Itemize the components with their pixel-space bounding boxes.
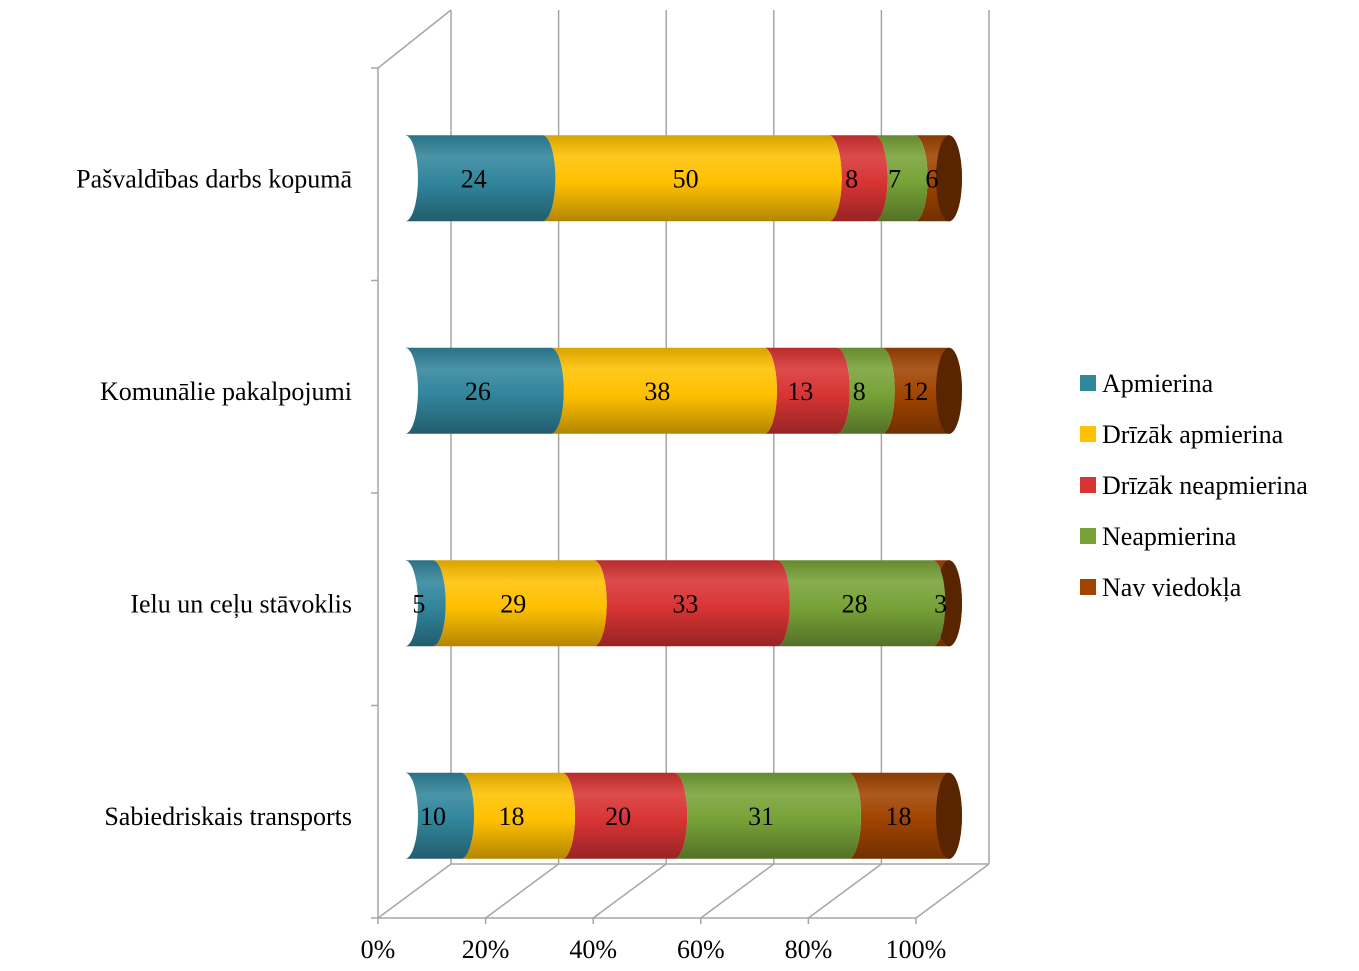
data-label: 8 <box>845 164 858 193</box>
legend-label: Nav viedokļa <box>1102 573 1242 602</box>
floor-gridline <box>807 863 882 919</box>
bar-segment <box>432 560 607 647</box>
data-label: 7 <box>888 164 901 193</box>
category-label: Pašvaldības darbs kopumā <box>76 164 352 193</box>
bar-body <box>836 347 895 434</box>
legend-label: Apmierina <box>1102 369 1214 398</box>
floor-gridline <box>915 863 990 919</box>
data-label: 26 <box>465 377 491 406</box>
bar-segment <box>405 347 564 434</box>
bar-segment <box>562 772 688 859</box>
bar-body <box>542 135 842 222</box>
bar-segment <box>914 135 962 222</box>
data-label: 31 <box>748 802 774 831</box>
data-label: 29 <box>500 589 526 618</box>
bar-segment <box>881 347 962 434</box>
bar-segment <box>776 560 946 647</box>
floor-gridline <box>377 863 452 919</box>
bar-end-cap <box>936 135 962 222</box>
data-label: 8 <box>853 377 866 406</box>
category-label: Sabiedriskais transports <box>104 802 352 831</box>
data-label: 38 <box>644 377 670 406</box>
bar-body <box>593 560 790 647</box>
bar-body <box>763 347 850 434</box>
data-label: 12 <box>902 377 928 406</box>
data-label: 3 <box>934 589 947 618</box>
floor-gridline <box>592 863 667 919</box>
bar-body <box>874 135 928 222</box>
legend-label: Drīzāk apmierina <box>1102 420 1284 449</box>
x-tick-label: 40% <box>569 935 617 964</box>
bar-body <box>550 347 777 434</box>
bar-segment <box>836 347 895 434</box>
legend-swatch <box>1080 579 1096 595</box>
data-label: 18 <box>499 802 525 831</box>
data-label: 33 <box>672 589 698 618</box>
bar-body <box>432 560 607 647</box>
bar-segment <box>674 772 862 859</box>
floor-gridline <box>700 863 775 919</box>
bar-segment <box>763 347 850 434</box>
legend-label: Neapmierina <box>1102 522 1237 551</box>
x-tick-label: 100% <box>886 935 947 964</box>
bar-segment <box>542 135 842 222</box>
bar-body <box>776 560 946 647</box>
bar-body <box>405 560 446 647</box>
x-tick-label: 20% <box>462 935 510 964</box>
bar-segment <box>405 135 556 222</box>
legend-swatch <box>1080 426 1096 442</box>
bar-body <box>461 772 576 859</box>
data-label: 5 <box>412 589 425 618</box>
data-label: 6 <box>925 164 938 193</box>
floor-gridline <box>485 863 560 919</box>
x-tick-label: 60% <box>677 935 725 964</box>
data-label: 50 <box>673 164 699 193</box>
bar-body <box>405 135 556 222</box>
bar-body <box>848 772 962 859</box>
bars <box>405 135 962 859</box>
category-label: Komunālie pakalpojumi <box>100 377 352 406</box>
legend: Apmierina Drīzāk apmierina Drīzāk neapmier… <box>1080 369 1308 602</box>
legend-swatch <box>1080 375 1096 391</box>
bar-body <box>674 772 862 859</box>
left-wall-top-edge <box>377 9 452 69</box>
data-label: 28 <box>842 589 868 618</box>
bar-end-cap <box>936 347 962 434</box>
bar-body <box>562 772 688 859</box>
bar-segment <box>405 560 446 647</box>
bar-segment <box>461 772 576 859</box>
bar-end-cap <box>936 772 962 859</box>
data-label: 24 <box>461 164 487 193</box>
category-labels: Pašvaldības darbs kopumā Komunālie pakalp… <box>76 164 352 831</box>
bar-segment <box>405 772 475 859</box>
bar-segment <box>828 135 888 222</box>
data-label: 18 <box>886 802 912 831</box>
bar-body <box>405 772 475 859</box>
bar-body <box>405 347 564 434</box>
bar-segment <box>550 347 777 434</box>
data-label: 13 <box>787 377 813 406</box>
legend-swatch <box>1080 528 1096 544</box>
bar-segment <box>593 560 790 647</box>
data-labels: 24 50 8 7 6 26 38 13 8 12 5 29 33 28 3 10 18 20 31 18 <box>412 164 947 831</box>
data-label: 10 <box>420 802 446 831</box>
bar-body <box>828 135 888 222</box>
category-label: Ielu un ceļu stāvoklis <box>130 589 352 618</box>
legend-label: Drīzāk neapmierina <box>1102 471 1308 500</box>
x-tick-label: 0% <box>361 935 396 964</box>
data-label: 20 <box>605 802 631 831</box>
x-tick-label: 80% <box>785 935 833 964</box>
x-axis-ticks: 0% 20% 40% 60% 80% 100% <box>361 918 947 964</box>
legend-swatch <box>1080 477 1096 493</box>
bar-segment <box>874 135 928 222</box>
bar-segment <box>848 772 962 859</box>
